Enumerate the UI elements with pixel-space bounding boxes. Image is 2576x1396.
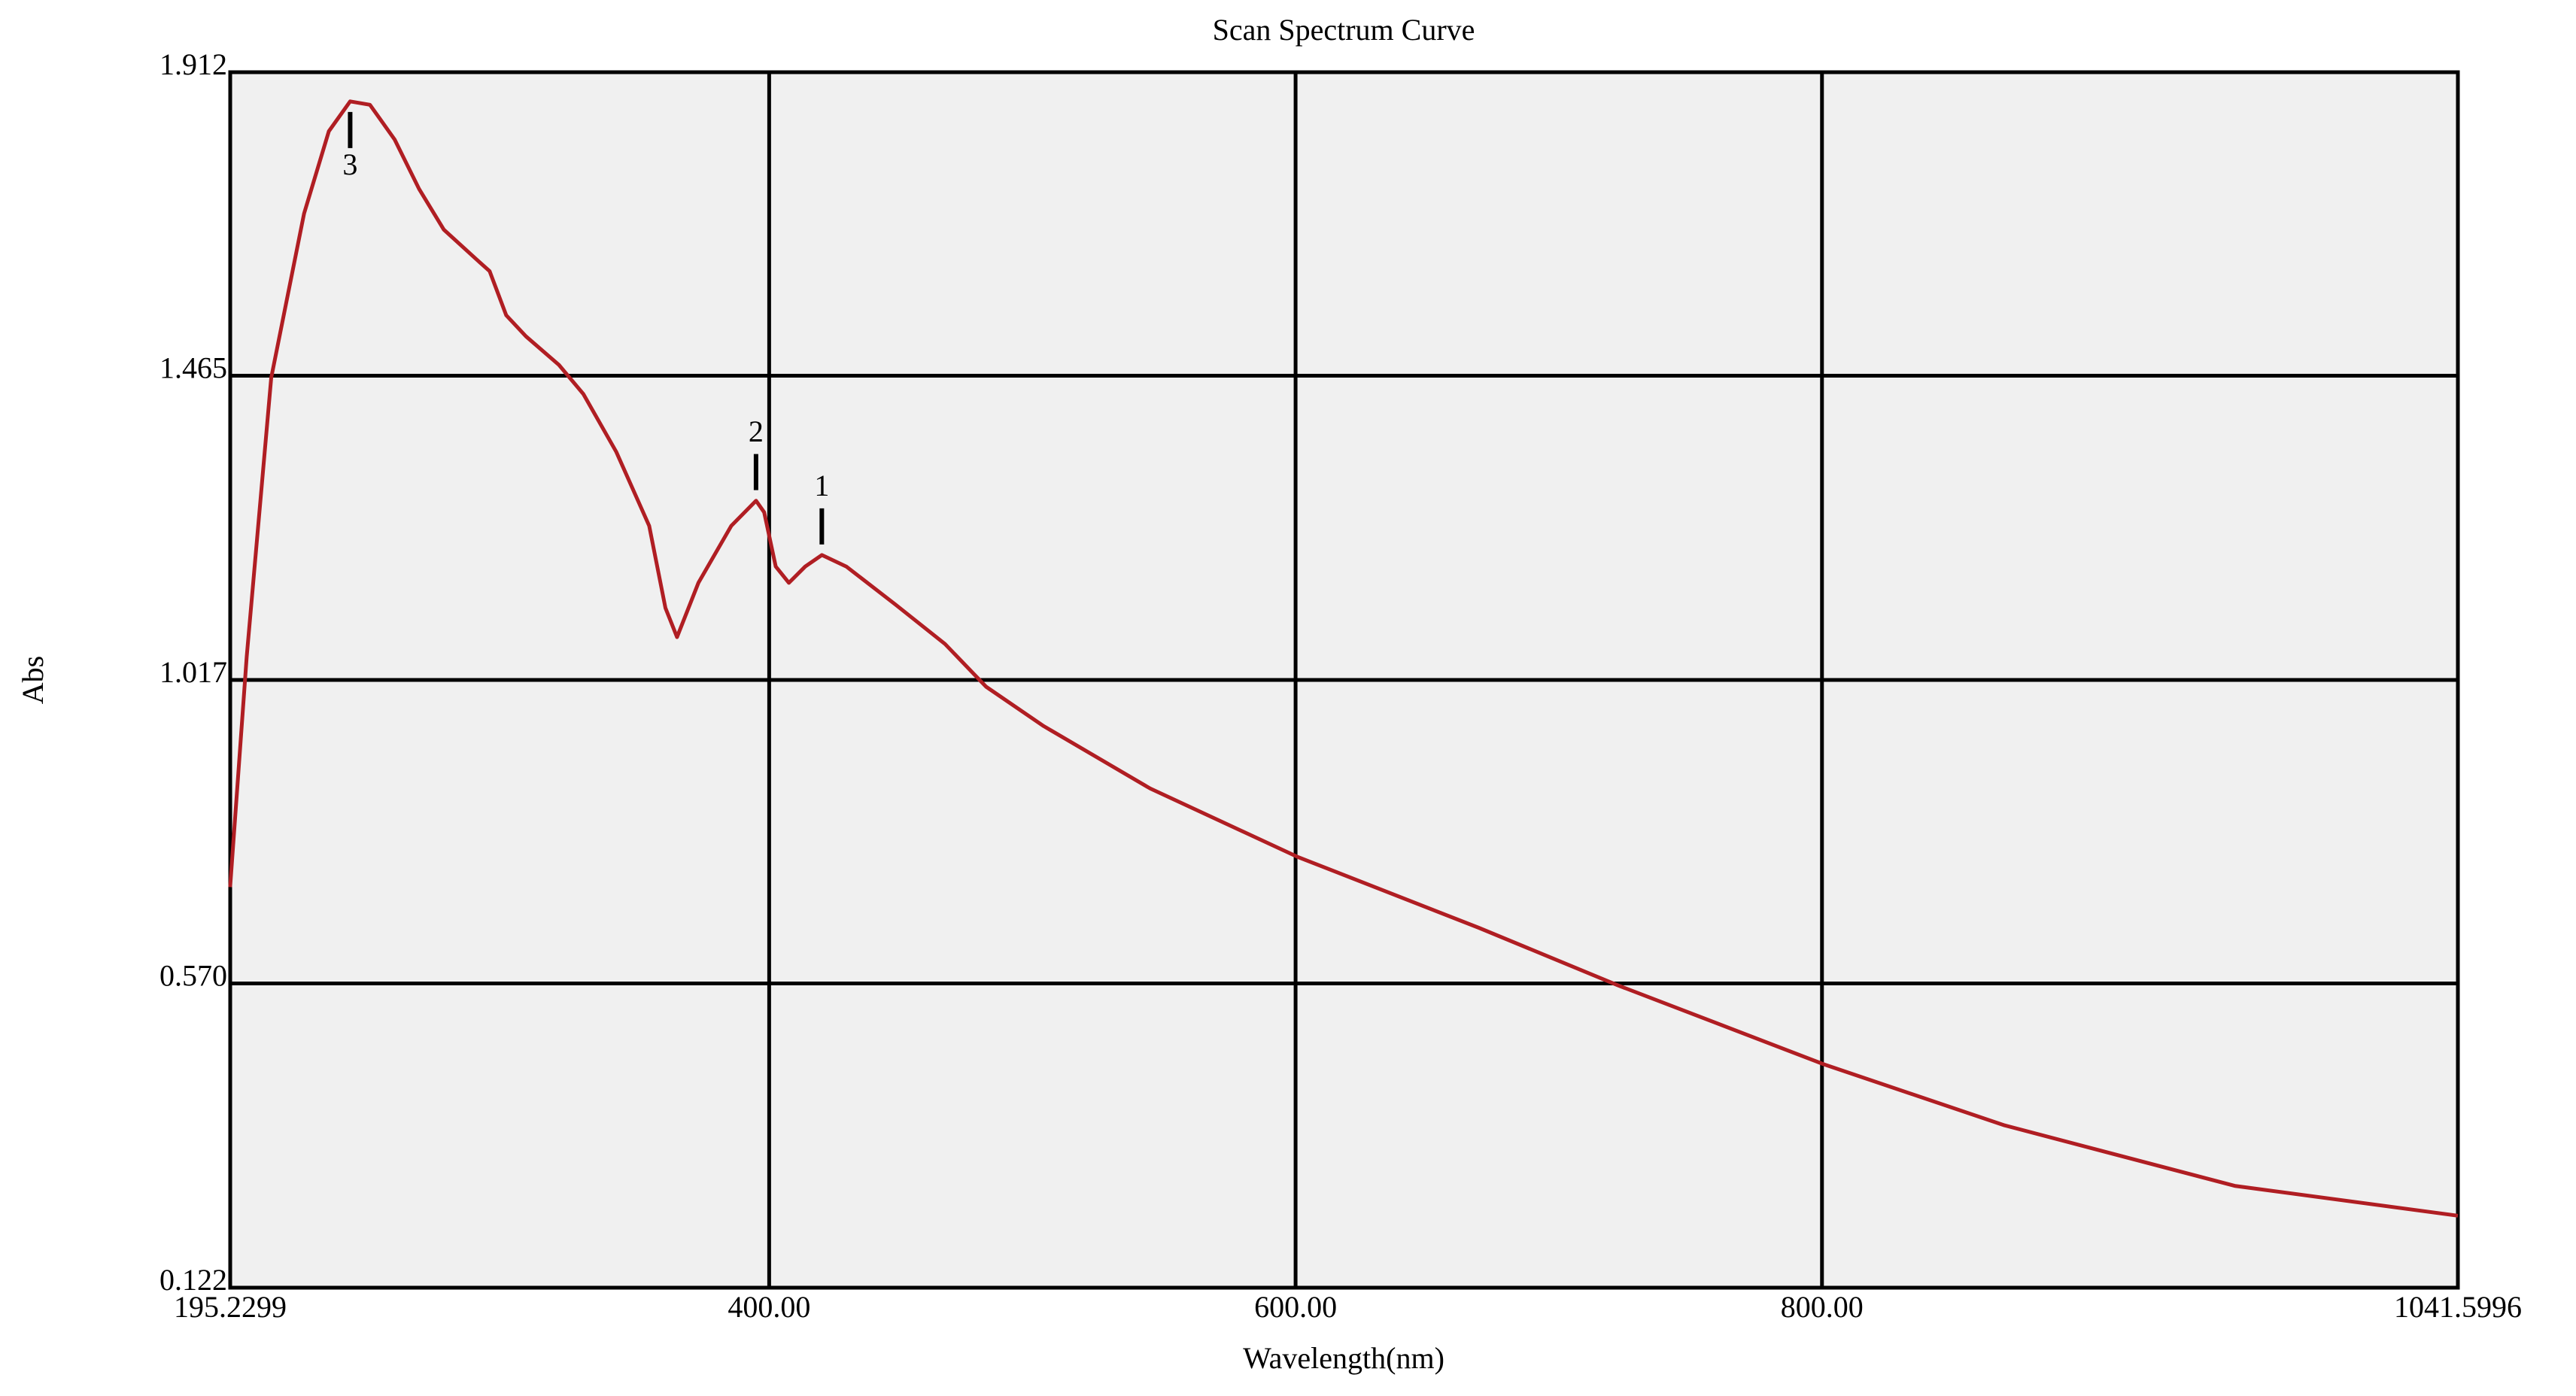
peak-label: 3 <box>342 147 357 181</box>
x-tick-label: 1041.5996 <box>2394 1290 2522 1324</box>
y-axis-label: Abs <box>16 656 50 704</box>
y-tick-label: 0.122 <box>159 1263 227 1297</box>
y-tick-label: 1.017 <box>159 655 227 689</box>
plot-border <box>228 70 2460 1290</box>
x-tick-label: 800.00 <box>1781 1290 1864 1324</box>
x-tick-label: 400.00 <box>728 1290 810 1324</box>
y-tick-label: 0.570 <box>159 959 227 993</box>
chart-title: Scan Spectrum Curve <box>1213 13 1475 47</box>
x-tick-label: 195.2299 <box>174 1290 287 1324</box>
y-tick-label: 1.912 <box>159 47 227 81</box>
spectrum-line <box>228 99 2459 1218</box>
x-axis-label: Wavelength(nm) <box>1243 1341 1444 1375</box>
x-tick-label: 600.00 <box>1254 1290 1337 1324</box>
y-tick-label: 1.465 <box>159 351 227 385</box>
peak-label: 1 <box>814 469 829 502</box>
peak-label: 2 <box>749 414 764 448</box>
